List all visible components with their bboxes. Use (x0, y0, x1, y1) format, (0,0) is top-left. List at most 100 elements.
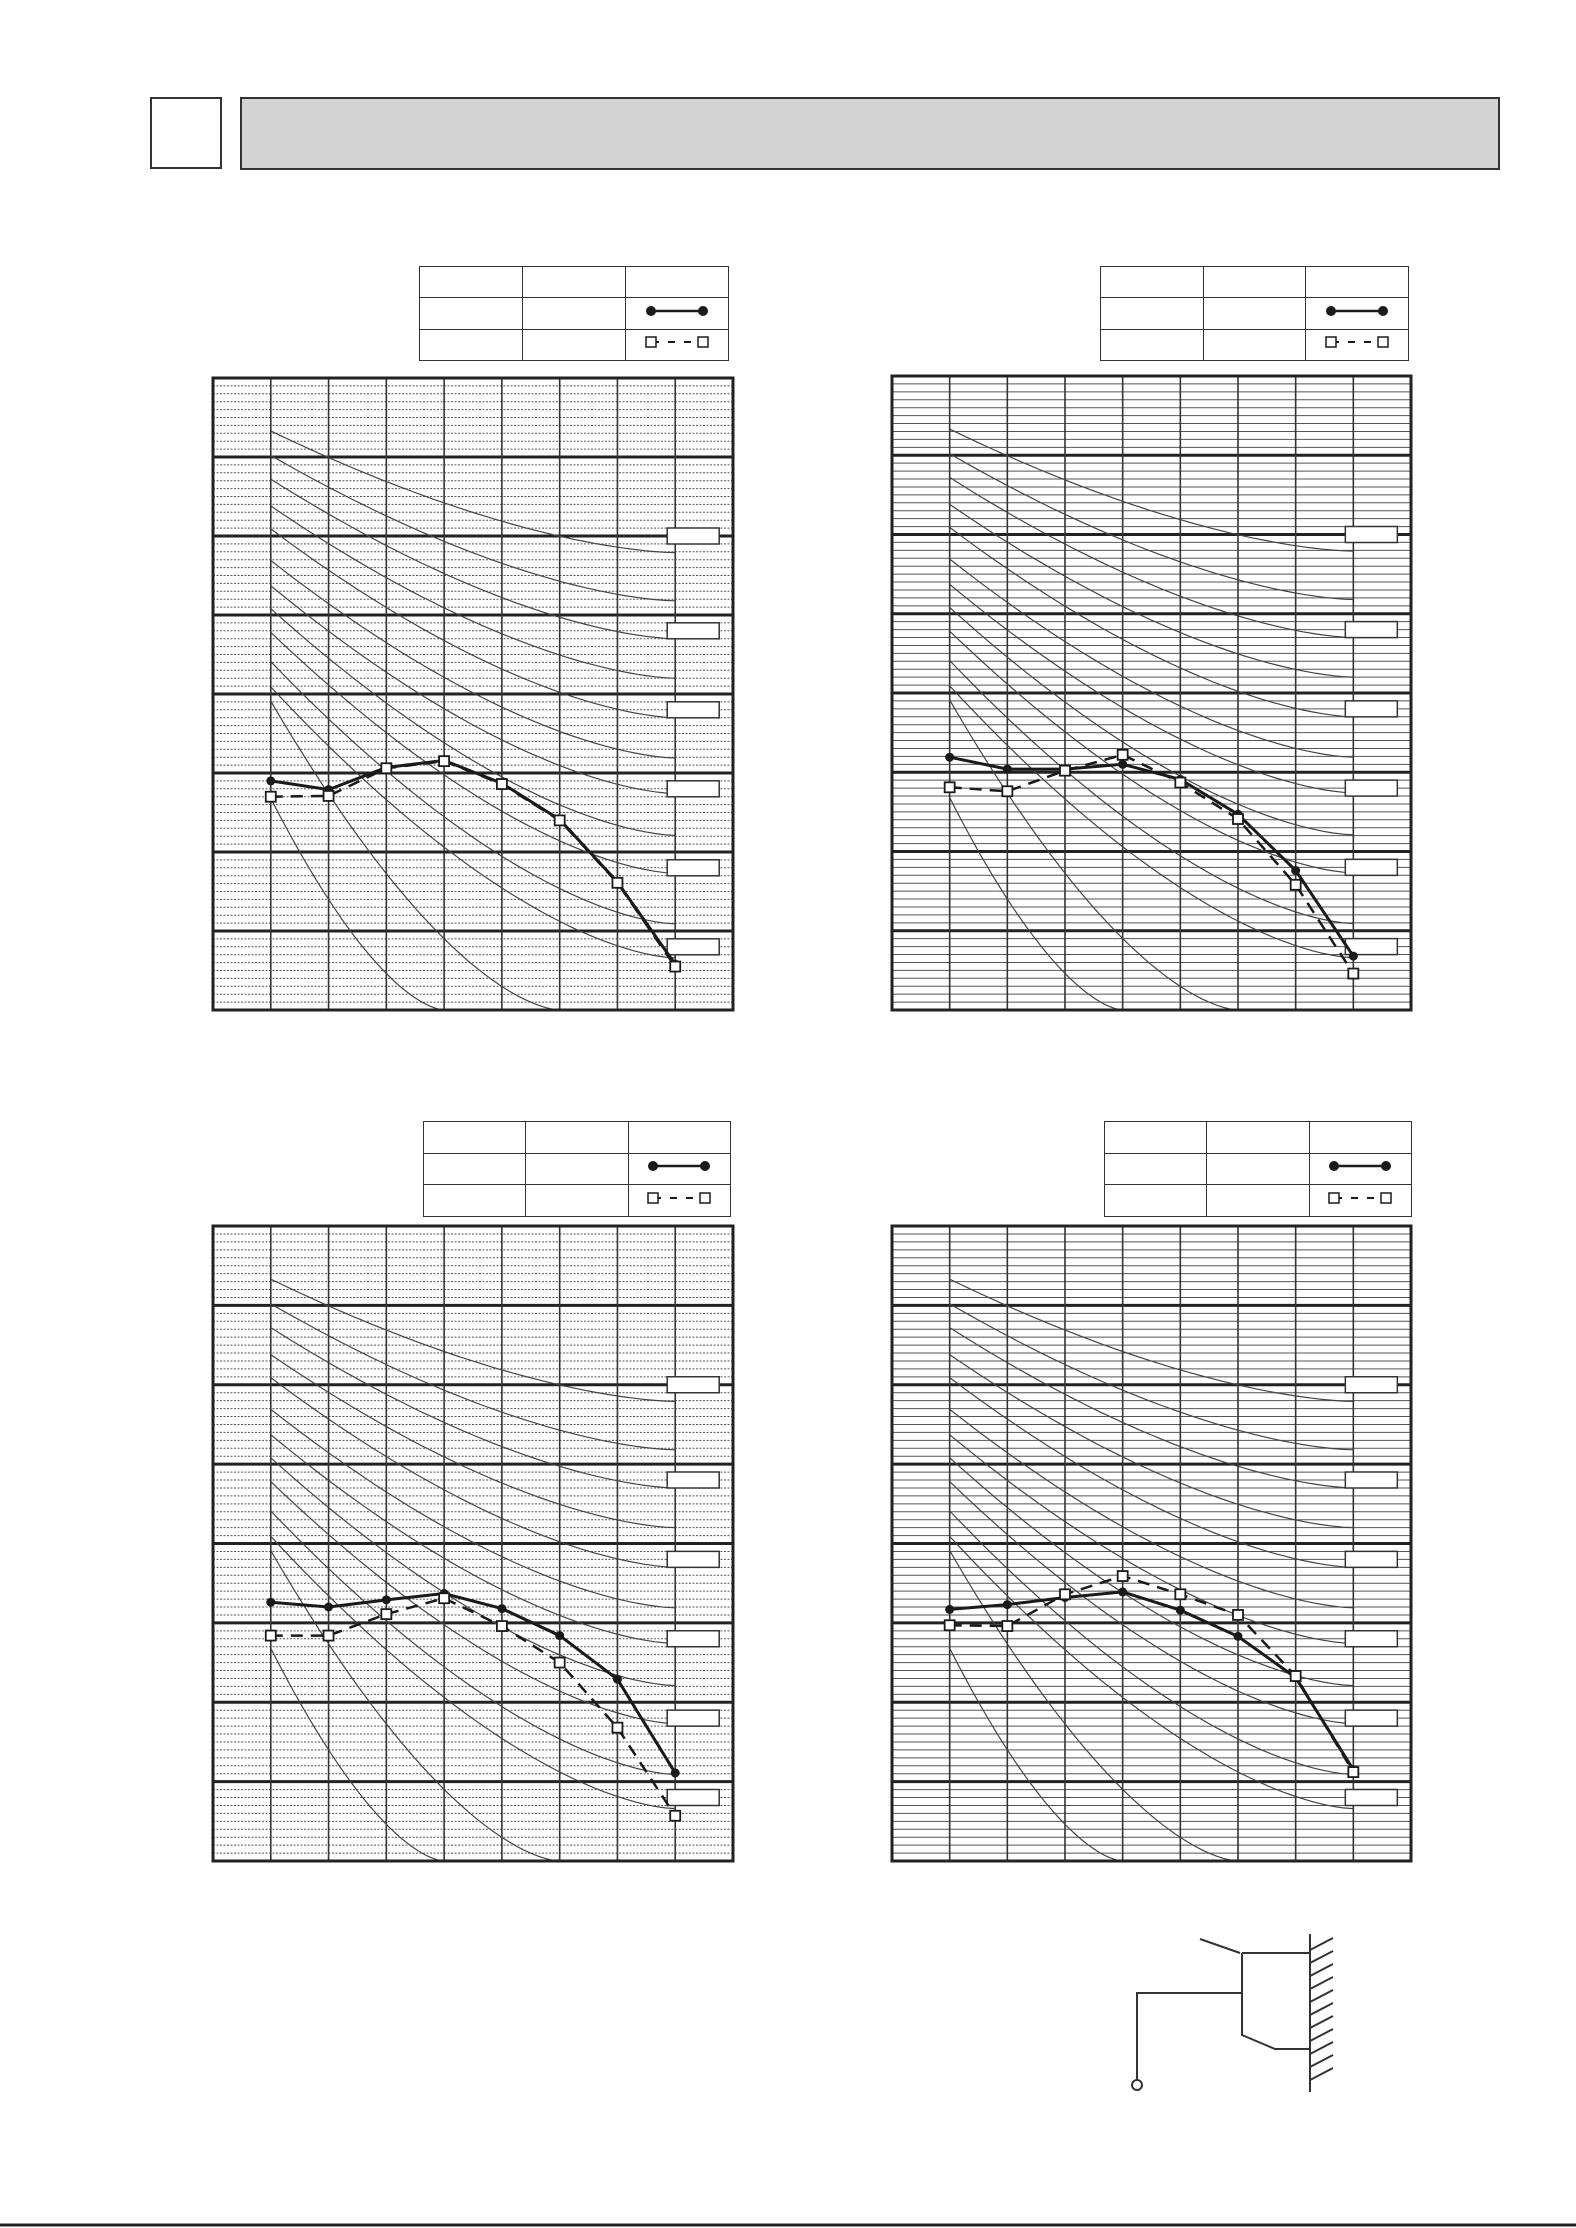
curve-label-box (1344, 1550, 1399, 1569)
series-solid-line (270, 1591, 677, 1774)
solid-circle-line-icon (1329, 1161, 1392, 1172)
reference-curve (270, 430, 676, 554)
reference-curve (270, 1550, 560, 1862)
reference-curve (949, 428, 1354, 552)
chart-1 (211, 376, 735, 1012)
series-solid-line (949, 755, 1355, 957)
legend-solid-marker (627, 1152, 732, 1186)
data-point-square (1289, 1670, 1302, 1682)
data-point-square (1232, 813, 1244, 825)
legend-cell (525, 1121, 629, 1154)
reference-curve (949, 503, 1354, 678)
data-point-square (1174, 776, 1187, 789)
reference-curve (270, 1648, 445, 1862)
solid-circle-line-icon (1326, 305, 1389, 316)
data-point-square (943, 781, 956, 794)
curve-label-box (666, 527, 720, 545)
data-point-circle (324, 1602, 334, 1612)
reference-curve (949, 1377, 1354, 1568)
reference-curve (949, 660, 1354, 925)
data-point-square (1232, 1609, 1244, 1621)
pointer-line (1199, 1938, 1241, 1954)
section-number-box (150, 97, 222, 169)
legend-cell (1202, 328, 1307, 362)
measurement-position-diagram (1131, 1934, 1334, 2092)
data-point-circle (1118, 759, 1128, 769)
data-point-square (1347, 967, 1360, 980)
curve-label-box (666, 1376, 720, 1394)
data-point-square (1347, 1766, 1360, 1778)
reference-curve (270, 1278, 676, 1402)
legend-cell (525, 1152, 629, 1186)
reference-curve (270, 528, 676, 719)
series-solid-line (949, 1590, 1355, 1771)
curve-label-box (1344, 1471, 1399, 1489)
data-point-square (611, 1721, 624, 1734)
legend-cell (419, 328, 523, 362)
series-dashed-line (949, 1574, 1355, 1773)
legend-cell (1103, 1184, 1208, 1217)
curve-label-box (666, 622, 720, 640)
legend-cell (525, 1184, 629, 1217)
curve-label-box (1344, 700, 1399, 718)
reference-curve (949, 1354, 1354, 1529)
chart-3 (211, 1224, 735, 1863)
data-point-square (611, 876, 624, 889)
reference-curve (949, 526, 1354, 718)
data-point-square (553, 814, 566, 827)
data-point-circle (670, 1768, 680, 1778)
data-point-circle (1291, 866, 1301, 876)
legend-cell (1100, 297, 1204, 330)
data-point-circle (612, 1674, 622, 1684)
curve-label-box (1344, 620, 1399, 639)
data-point-square (1289, 878, 1302, 891)
reference-curve (270, 1510, 676, 1776)
data-point-square (322, 790, 335, 802)
solid-circle-line-icon (646, 305, 708, 316)
plot-border (211, 376, 735, 1012)
legend-cell (1100, 328, 1204, 362)
data-point-square (1059, 1588, 1071, 1601)
plot-border (890, 1224, 1413, 1863)
reference-curve (949, 1278, 1354, 1402)
data-point-square (264, 790, 277, 803)
wall-hatch (1309, 1963, 1334, 1977)
data-point-circle (555, 1631, 565, 1641)
dashed-square-line-icon (645, 336, 709, 349)
data-point-circle (1175, 1605, 1185, 1615)
reference-curve (270, 631, 676, 874)
legend-dashed-marker (1305, 328, 1409, 362)
legend-table (419, 265, 729, 362)
data-point-circle (1348, 951, 1358, 961)
data-point-circle (945, 752, 955, 762)
reference-curve (949, 1327, 1354, 1489)
legend-cell (422, 1184, 527, 1217)
legend-solid-marker (1305, 297, 1409, 330)
data-point-square (495, 778, 508, 790)
curve-label-box (1344, 858, 1399, 877)
data-point-square (380, 1608, 393, 1621)
reference-curve (949, 1550, 1239, 1862)
reference-curve (270, 700, 560, 1011)
reference-curve (270, 560, 676, 759)
reference-curve (949, 685, 1354, 959)
legend-cell (1206, 1184, 1310, 1217)
wall-hatch (1309, 1976, 1334, 1990)
reference-curve (949, 583, 1354, 794)
legend-cell (419, 297, 523, 330)
wall-hatch (1309, 1989, 1334, 2003)
wall-hatch (1309, 2002, 1334, 2016)
wall-hatch (1309, 1937, 1334, 1951)
data-point-square (1174, 1588, 1187, 1601)
data-point-circle (1002, 764, 1012, 774)
reference-curve (270, 1377, 676, 1568)
dashed-square-line-icon (1328, 1192, 1393, 1204)
reference-curve (270, 608, 676, 836)
section-title-bar (240, 97, 1500, 170)
data-point-circle (1118, 1587, 1128, 1597)
plot-border (890, 374, 1413, 1012)
curve-label-box (666, 1471, 720, 1489)
data-point-square (943, 1619, 956, 1632)
data-point-circle (266, 776, 276, 786)
